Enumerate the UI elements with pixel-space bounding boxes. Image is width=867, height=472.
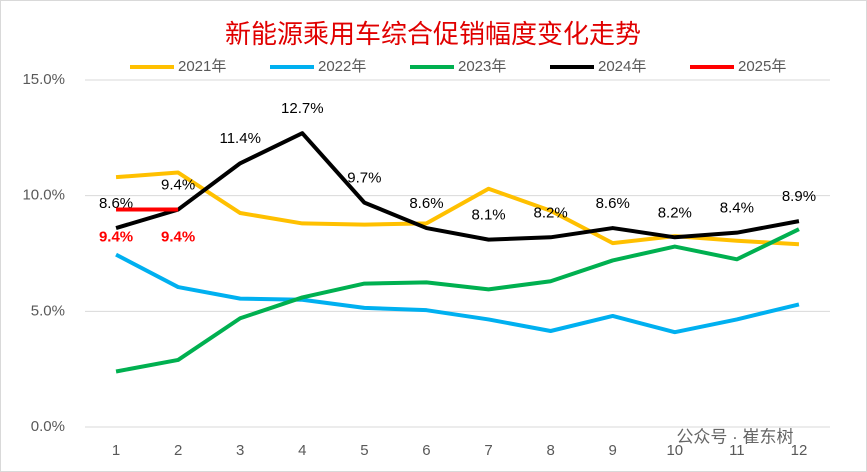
x-tick-label: 1: [112, 442, 120, 459]
data-label: 8.2%: [658, 204, 692, 221]
data-label: 8.4%: [720, 200, 754, 217]
y-tick-label: 0.0%: [31, 418, 65, 435]
series-line: [115, 227, 800, 374]
x-tick-label: 5: [360, 442, 368, 459]
legend-label: 2025年: [738, 58, 786, 75]
y-tick-label: 15.0%: [22, 71, 65, 88]
legend-label: 2022年: [318, 58, 366, 75]
x-tick-label: 6: [422, 442, 430, 459]
legend-label: 2023年: [458, 58, 506, 75]
chart-title: 新能源乘用车综合促销幅度变化走势: [225, 19, 641, 49]
data-label: 9.4%: [161, 177, 195, 194]
x-tick-label: 11: [729, 442, 745, 459]
x-tick-label: 3: [236, 442, 244, 459]
data-label: 12.7%: [281, 100, 324, 117]
series-line: [115, 252, 800, 335]
data-label: 9.7%: [347, 170, 381, 187]
x-tick-label: 10: [666, 442, 683, 459]
data-label: 8.9%: [782, 188, 816, 205]
data-label: 8.2%: [534, 204, 568, 221]
data-label: 8.6%: [596, 195, 630, 212]
x-tick-label: 8: [546, 442, 554, 459]
data-label: 8.6%: [409, 195, 443, 212]
data-label: 9.4%: [99, 229, 133, 246]
data-label: 11.4%: [219, 130, 260, 147]
x-tick-label: 2: [174, 442, 182, 459]
y-tick-label: 10.0%: [22, 187, 65, 204]
series-line: [115, 131, 800, 242]
data-label: 9.4%: [161, 229, 195, 246]
data-label: 8.1%: [471, 207, 505, 224]
x-tick-label: 12: [791, 442, 808, 459]
x-tick-label: 4: [298, 442, 306, 459]
x-tick-label: 7: [484, 442, 492, 459]
watermark: 公众号 · 崔东树: [676, 427, 793, 446]
y-tick-label: 5.0%: [31, 302, 65, 319]
legend-label: 2021年: [178, 58, 226, 75]
x-tick-label: 9: [609, 442, 617, 459]
legend-label: 2024年: [598, 58, 646, 75]
